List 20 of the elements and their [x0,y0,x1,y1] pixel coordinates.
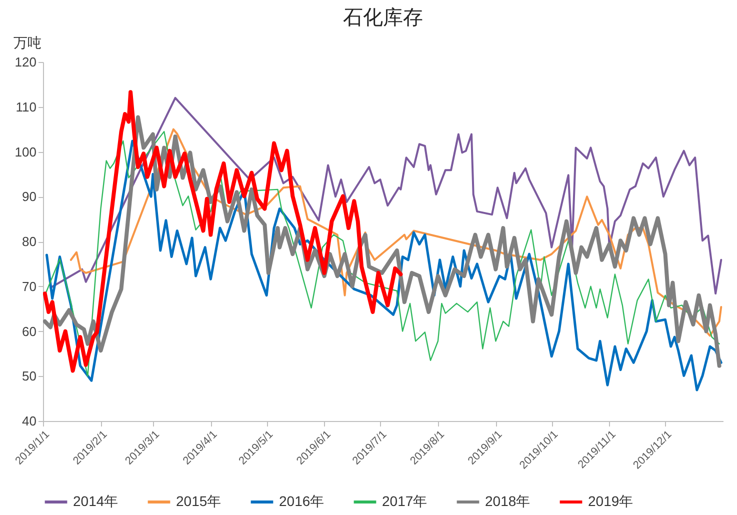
y-tick-label: 90 [22,189,36,204]
y-axis-title: 万吨 [14,34,42,50]
y-tick-label: 100 [14,144,36,160]
y-tick-label: 60 [22,324,36,339]
legend-label: 2016年 [279,493,324,509]
line-series [70,128,722,337]
y-tick-label: 110 [16,99,36,114]
legend-label: 2019年 [588,493,634,509]
y-tick-label: 70 [22,278,36,294]
y-tick-label: 50 [22,368,36,384]
y-tick-label: 120 [14,54,36,70]
legend-label: 2017年 [382,493,428,509]
line-series [43,90,403,373]
legend-label: 2015年 [176,493,222,509]
legend-label: 2014年 [73,493,118,509]
y-tick-label: 80 [22,234,36,249]
legend-label: 2018年 [485,493,530,509]
y-tick-label: 40 [22,414,36,428]
line-series [49,96,722,295]
chart-title: 石化库存 [343,7,423,29]
